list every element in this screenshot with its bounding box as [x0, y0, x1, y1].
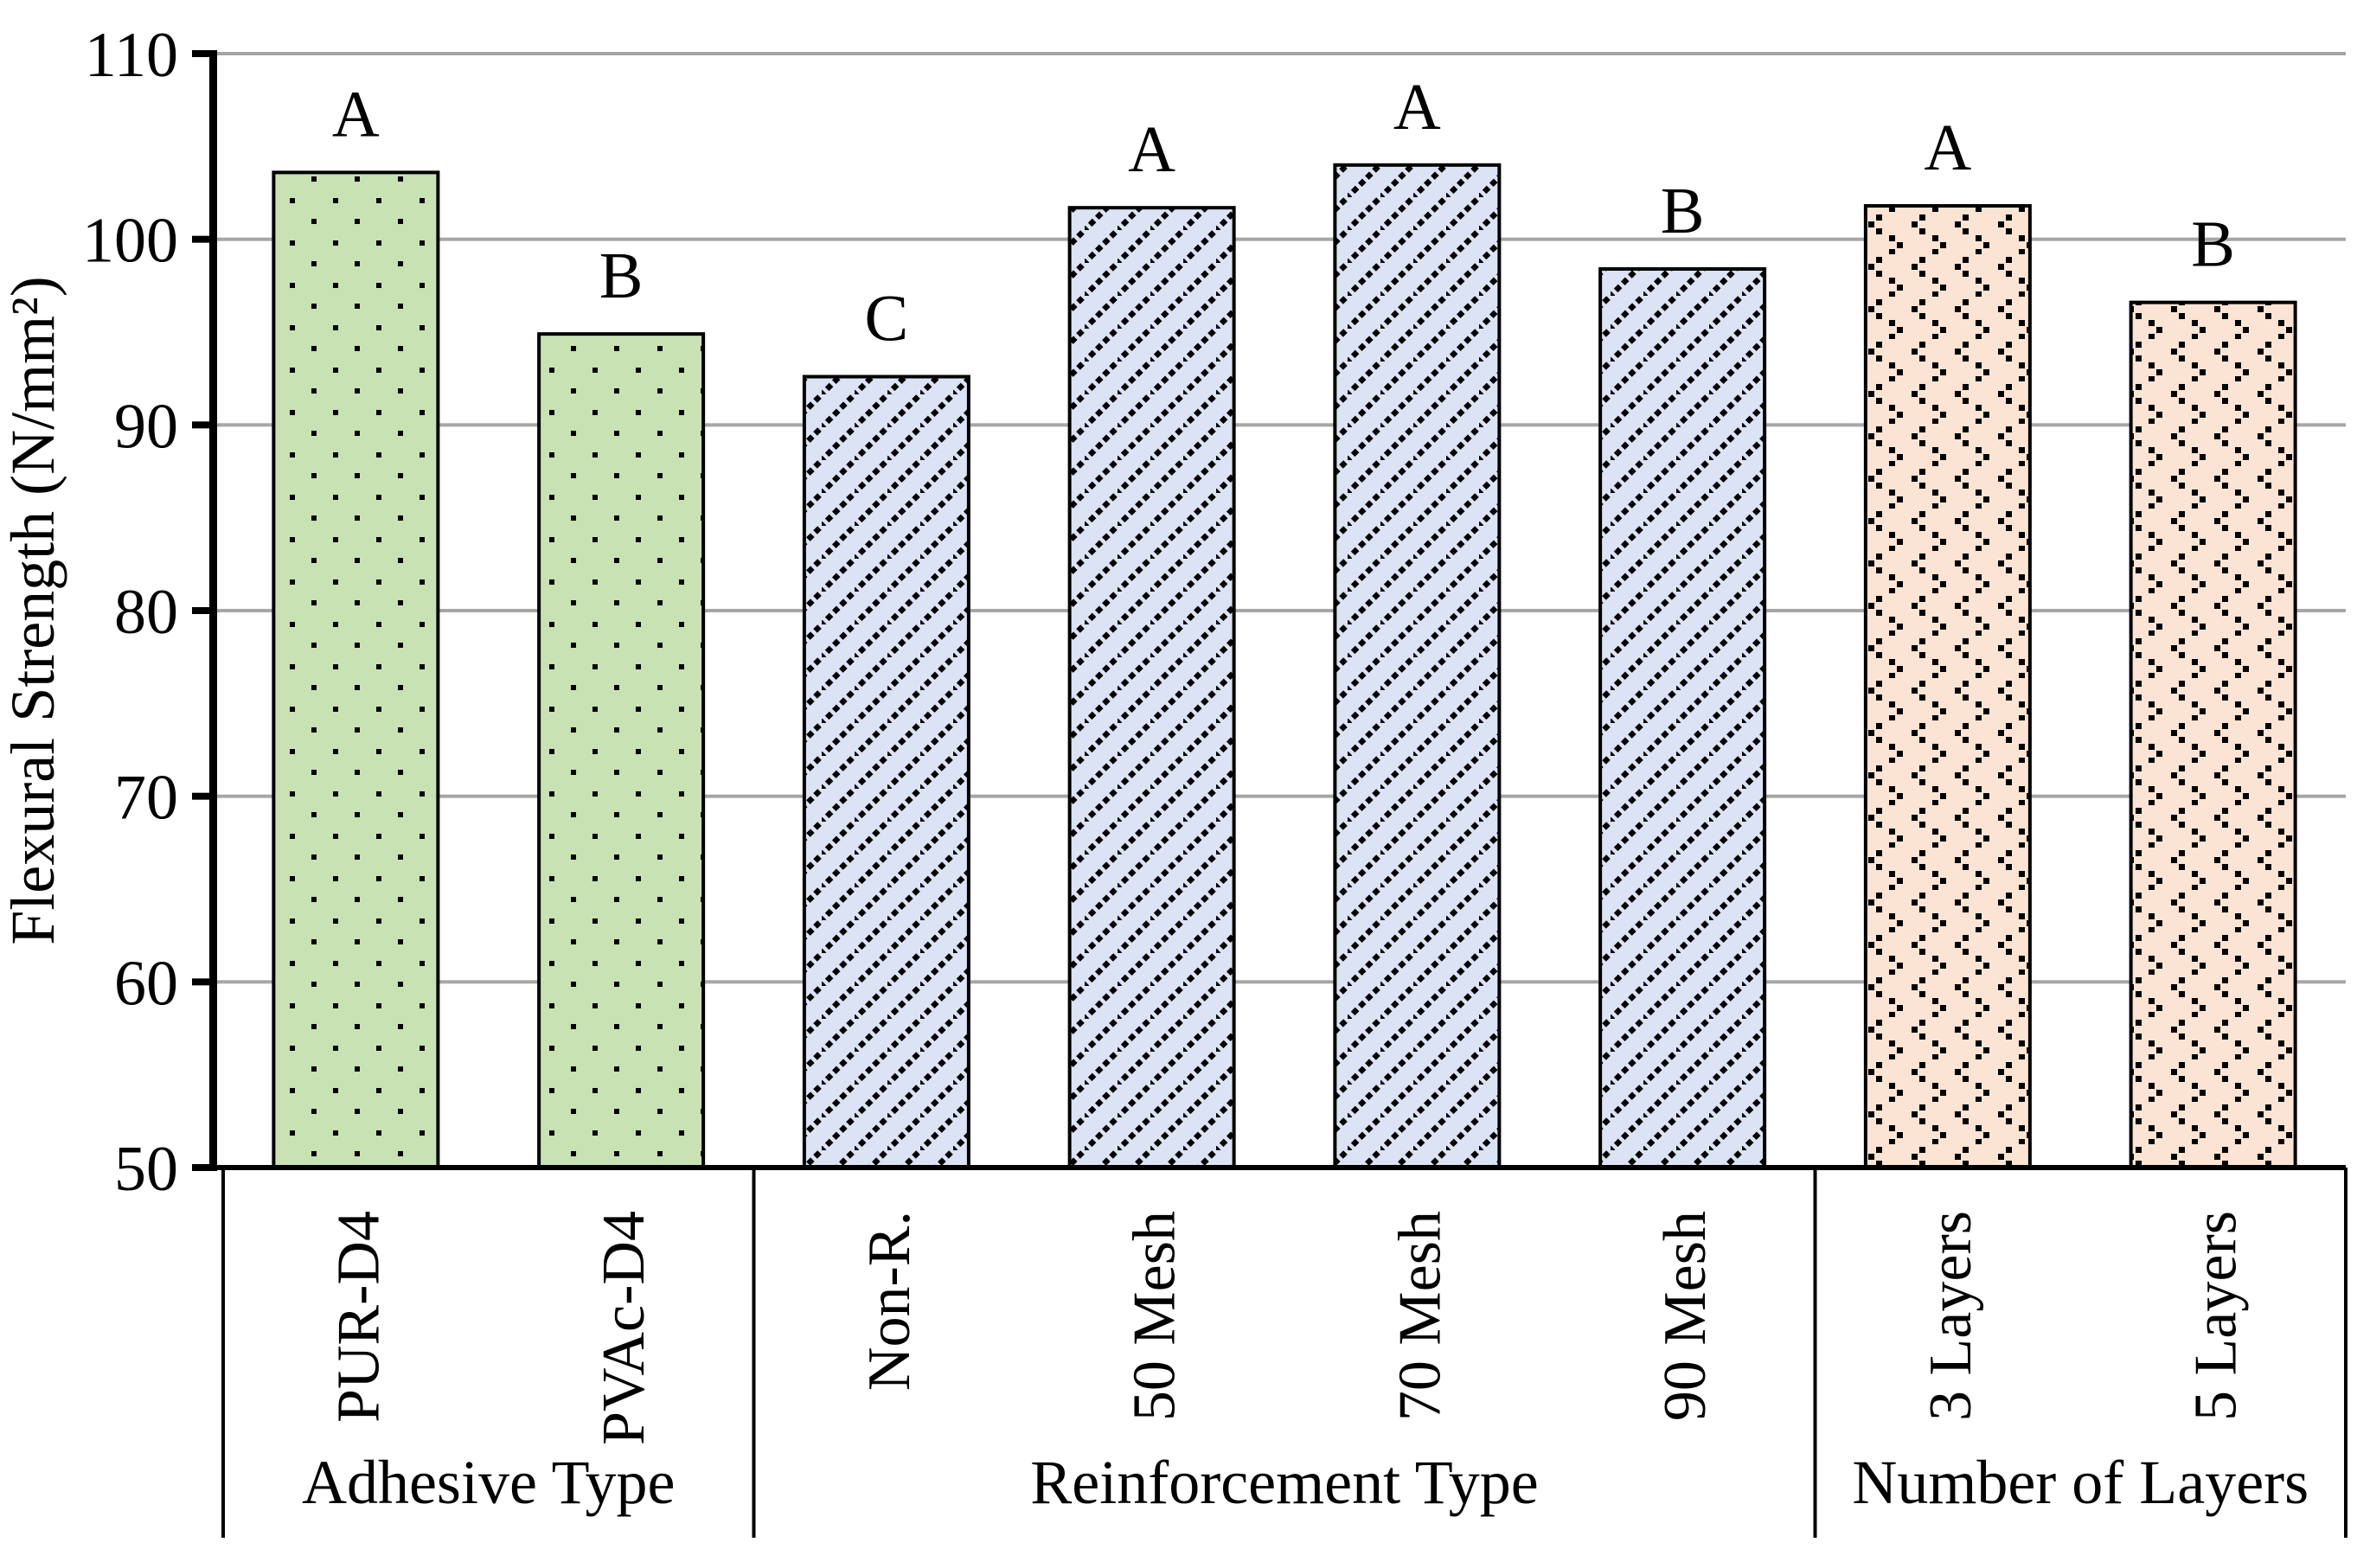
y-tick-110 [192, 50, 217, 57]
y-tick-label-110: 110 [85, 20, 178, 91]
bar-50-mesh [1067, 206, 1236, 1169]
y-tick-label-60: 60 [114, 948, 178, 1019]
gridline-70 [217, 794, 2346, 798]
y-tick-label-50: 50 [114, 1134, 178, 1205]
significance-letter-3: C [865, 283, 909, 355]
group-label-reinforcement-type: Reinforcement Type [1030, 1448, 1538, 1517]
significance-letter-7: A [1924, 112, 1971, 184]
group-label-number-of-layers: Number of Layers [1852, 1448, 2309, 1517]
bar-pvac-d4 [537, 332, 706, 1169]
gridline-110 [217, 52, 2346, 55]
gridline-100 [217, 237, 2346, 241]
category-label-70-mesh: 70 Mesh [1387, 1211, 1453, 1421]
y-tick-label-80: 80 [114, 577, 178, 648]
bar-5-layers [2129, 300, 2297, 1169]
bar-pur-d4 [272, 170, 440, 1169]
category-label-pur-d4: PUR-D4 [325, 1211, 392, 1423]
significance-letter-5: A [1393, 71, 1441, 144]
bar-90-mesh [1598, 267, 1767, 1170]
category-label-pvac-d4: PVAc-D4 [591, 1211, 657, 1445]
significance-letter-8: B [2191, 208, 2235, 281]
gridline-60 [217, 980, 2346, 984]
significance-letter-1: A [332, 78, 380, 150]
y-tick-label-90: 90 [114, 391, 178, 462]
significance-letter-6: B [1661, 175, 1705, 247]
bar-non-r. [802, 374, 970, 1169]
y-tick-70 [192, 792, 217, 800]
y-tick-80 [192, 607, 217, 614]
y-tick-90 [192, 421, 217, 429]
significance-letter-4: A [1128, 113, 1175, 186]
gridline-90 [217, 423, 2346, 427]
category-label-5-layers: 5 Layers [2183, 1211, 2250, 1421]
bar-3-layers [1863, 204, 2032, 1170]
y-tick-50 [192, 1164, 217, 1171]
category-label-50-mesh: 50 Mesh [1122, 1211, 1188, 1421]
y-tick-100 [192, 235, 217, 243]
y-tick-60 [192, 978, 217, 986]
y-tick-label-70: 70 [114, 763, 178, 834]
y-tick-label-100: 100 [82, 206, 178, 277]
group-label-adhesive-type: Adhesive Type [302, 1448, 676, 1517]
bar-70-mesh [1333, 163, 1502, 1169]
category-label-3-layers: 3 Layers [1918, 1211, 1984, 1421]
category-label-90-mesh: 90 Mesh [1652, 1211, 1719, 1421]
x-axis-line [209, 1165, 2346, 1170]
gridline-80 [217, 609, 2346, 612]
significance-letter-2: B [599, 240, 644, 312]
category-label-non-r.: Non-R. [856, 1211, 923, 1391]
